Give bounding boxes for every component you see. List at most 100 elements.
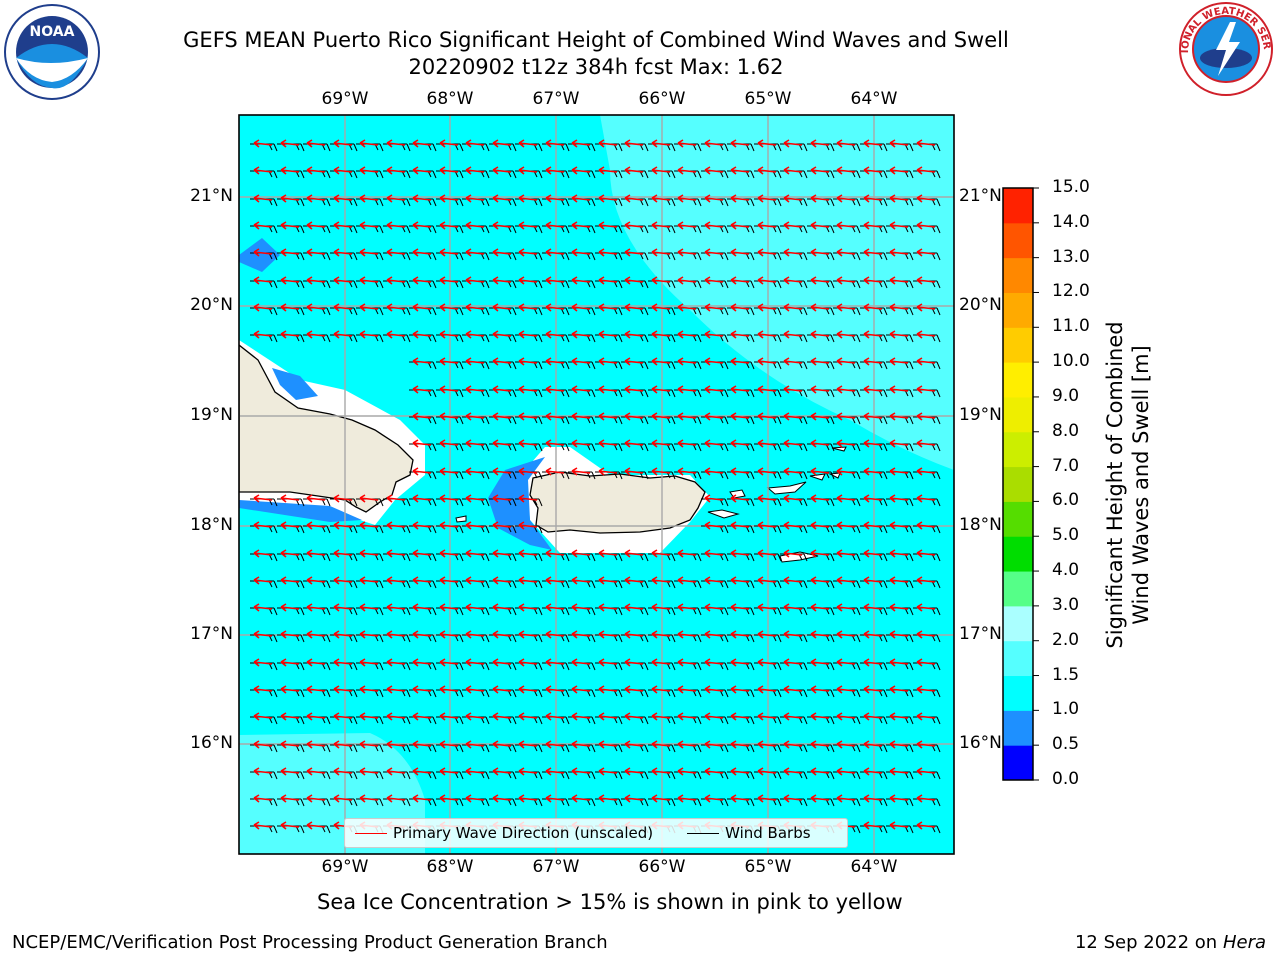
wave-direction-arrow	[412, 357, 432, 366]
wave-direction-arrow	[783, 712, 803, 721]
wave-direction-arrow	[836, 630, 856, 639]
wave-direction-arrow	[677, 712, 697, 721]
wave-direction-arrow	[916, 194, 936, 203]
colorbar-label-line1: Significant Height of Combined	[1103, 321, 1127, 649]
wave-direction-arrow	[492, 740, 512, 749]
wave-direction-arrow	[810, 658, 830, 667]
wave-direction-arrow	[836, 658, 856, 667]
wave-direction-arrow	[810, 139, 830, 148]
wave-direction-arrow	[359, 303, 379, 312]
wave-direction-arrow	[783, 139, 803, 148]
wave-direction-arrow	[836, 166, 856, 175]
wave-direction-arrow	[704, 330, 724, 339]
wave-direction-arrow	[412, 685, 432, 694]
map-frame	[238, 114, 955, 855]
wave-direction-arrow	[624, 276, 644, 285]
wave-direction-arrow	[598, 794, 618, 803]
wave-direction-arrow	[465, 439, 485, 448]
wave-direction-arrow	[863, 740, 883, 749]
wave-direction-arrow	[757, 494, 777, 503]
wave-direction-arrow	[810, 412, 830, 421]
wave-direction-arrow	[810, 549, 830, 558]
wave-direction-arrow	[757, 740, 777, 749]
wave-direction-arrow	[863, 303, 883, 312]
wave-direction-arrow	[916, 821, 936, 830]
wave-direction-arrow	[492, 412, 512, 421]
wave-direction-arrow	[916, 248, 936, 257]
wave-direction-arrow	[492, 194, 512, 203]
wave-direction-arrow	[730, 467, 750, 476]
wave-direction-arrow	[280, 658, 300, 667]
colorbar-label-line2: Wind Waves and Swell [m]	[1129, 345, 1153, 625]
wave-direction-arrow	[465, 603, 485, 612]
wave-direction-arrow	[677, 303, 697, 312]
wave-direction-arrow	[624, 740, 644, 749]
wave-direction-arrow	[571, 439, 591, 448]
chart-title: GEFS MEAN Puerto Rico Significant Height…	[183, 28, 1009, 52]
wave-direction-arrow	[704, 685, 724, 694]
wave-direction-arrow	[333, 658, 353, 667]
wave-direction-arrow	[757, 549, 777, 558]
wave-direction-arrow	[704, 467, 724, 476]
wave-direction-arrow	[598, 630, 618, 639]
wave-direction-arrow	[465, 794, 485, 803]
wave-direction-arrow	[624, 385, 644, 394]
footer-date: 12 Sep 2022 on Hera	[1075, 932, 1266, 953]
wave-direction-arrow	[704, 576, 724, 585]
wave-direction-arrow	[518, 740, 538, 749]
wave-direction-arrow	[465, 303, 485, 312]
wave-direction-arrow	[439, 549, 459, 558]
wave-direction-arrow	[465, 630, 485, 639]
wave-direction-arrow	[306, 685, 326, 694]
wave-direction-arrow	[439, 467, 459, 476]
wave-direction-arrow	[412, 166, 432, 175]
wave-direction-arrow	[333, 630, 353, 639]
wave-direction-arrow	[916, 630, 936, 639]
wave-direction-arrow	[651, 303, 671, 312]
wave-direction-arrow	[889, 740, 909, 749]
wave-direction-arrow	[492, 549, 512, 558]
wave-direction-arrow	[465, 276, 485, 285]
wave-direction-arrow	[624, 576, 644, 585]
wave-direction-arrow	[518, 658, 538, 667]
wave-direction-arrow	[783, 385, 803, 394]
wave-direction-arrow	[571, 276, 591, 285]
wave-direction-arrow	[704, 630, 724, 639]
wave-direction-arrow	[545, 685, 565, 694]
wave-direction-arrow	[730, 248, 750, 257]
wave-direction-arrow	[916, 576, 936, 585]
wave-direction-arrow	[889, 330, 909, 339]
wave-direction-arrow	[624, 194, 644, 203]
wave-direction-arrow	[783, 221, 803, 230]
wave-direction-arrow	[306, 549, 326, 558]
wave-direction-arrow	[916, 658, 936, 667]
wave-direction-arrow	[306, 603, 326, 612]
wave-direction-arrow	[386, 248, 406, 257]
wave-direction-arrow	[280, 740, 300, 749]
wave-direction-arrow	[545, 357, 565, 366]
wave-direction-arrow	[704, 603, 724, 612]
wave-direction-arrow	[386, 712, 406, 721]
wave-direction-arrow	[439, 521, 459, 530]
wave-direction-arrow	[863, 767, 883, 776]
wave-direction-arrow	[465, 139, 485, 148]
wave-direction-arrow	[757, 767, 777, 776]
wave-direction-arrow	[783, 685, 803, 694]
wave-direction-arrow	[783, 276, 803, 285]
wave-direction-arrow	[465, 576, 485, 585]
wave-direction-arrow	[545, 330, 565, 339]
lon-label-top: 66°W	[638, 89, 686, 109]
sea-ice-note: Sea Ice Concentration > 15% is shown in …	[317, 890, 903, 914]
wave-direction-arrow	[492, 439, 512, 448]
wave-direction-arrow	[916, 521, 936, 530]
low-wave-region	[239, 500, 362, 522]
wave-direction-arrow	[333, 494, 353, 503]
wave-direction-arrow	[492, 630, 512, 639]
wave-direction-arrow	[545, 767, 565, 776]
wave-direction-arrow	[359, 712, 379, 721]
wave-direction-arrow	[545, 439, 565, 448]
wave-direction-arrow	[810, 521, 830, 530]
wave-direction-arrow	[624, 603, 644, 612]
wave-direction-arrow	[889, 166, 909, 175]
wave-direction-arrow	[492, 521, 512, 530]
